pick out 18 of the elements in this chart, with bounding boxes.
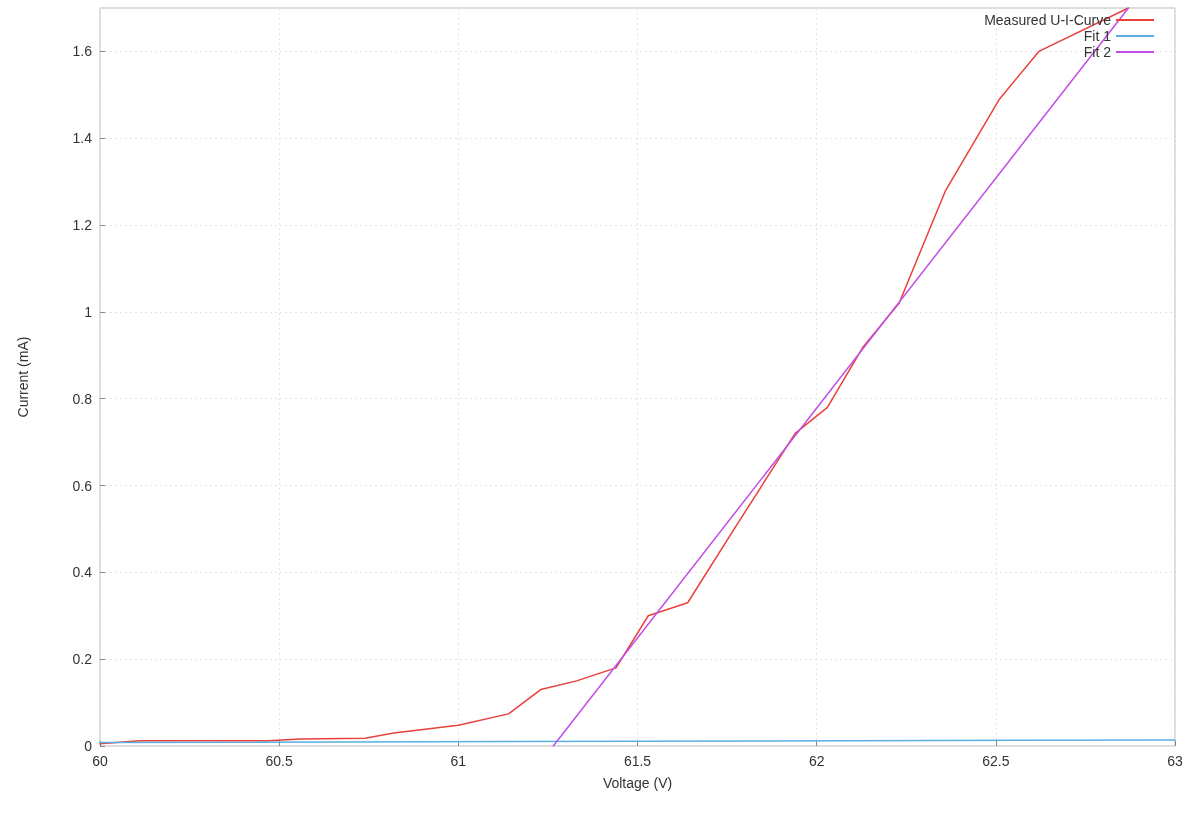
y-tick-label: 0: [84, 738, 93, 754]
y-tick-label: 0.6: [72, 477, 93, 494]
y-tick-label: 0.2: [72, 651, 93, 668]
x-tick-label: 62: [808, 753, 825, 769]
x-axis-title: Voltage (V): [602, 775, 673, 791]
y-tick-label: 0.8: [72, 390, 93, 407]
y-axis-title: Current (mA): [15, 336, 31, 418]
y-tick-label: 0.4: [72, 564, 93, 581]
x-tick-label: 62.5: [982, 753, 1010, 769]
x-tick-label: 61: [450, 753, 467, 769]
y-tick-label: 1.2: [72, 217, 93, 234]
y-tick-label: 1.6: [72, 43, 93, 60]
x-tick-label: 60: [92, 753, 108, 769]
y-tick-label: 1: [84, 303, 93, 320]
y-tick-label: 1.4: [72, 130, 93, 147]
x-tick-label: 61.5: [623, 753, 652, 769]
x-tick-label: 63: [1167, 753, 1183, 769]
x-tick-label: 60.5: [265, 753, 293, 769]
